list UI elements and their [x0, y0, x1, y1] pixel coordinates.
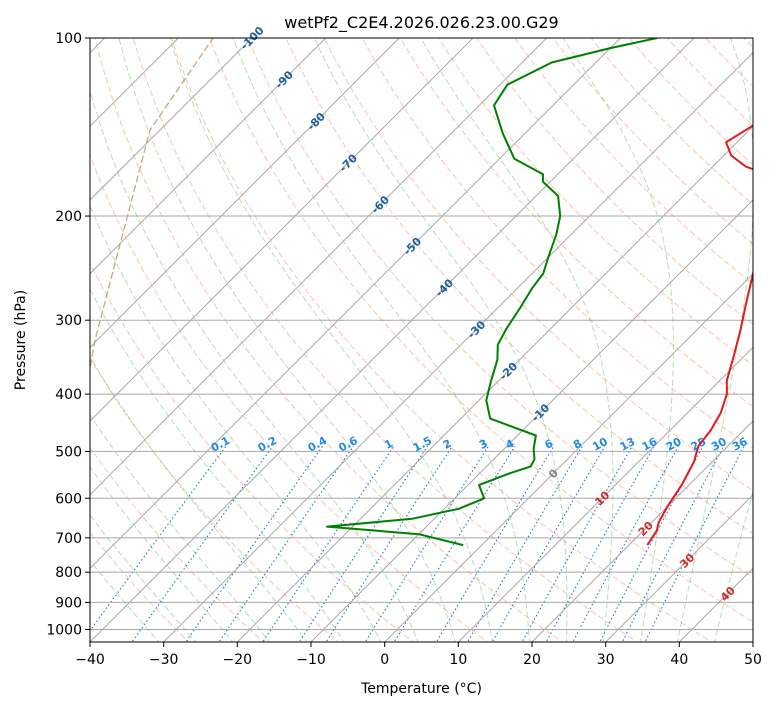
x-tick-label: 10 [449, 652, 467, 668]
moist-adiabat [118, 38, 456, 642]
dry-adiabat-edge [90, 38, 214, 373]
mixing-ratio-line [572, 445, 679, 642]
plot-background [90, 38, 753, 642]
isotherm-line [384, 272, 753, 642]
isotherm-line [236, 125, 753, 642]
mixing-ratio-line [364, 445, 489, 642]
dry-adiabat [285, 38, 753, 535]
mixing-ratio-line [218, 445, 354, 642]
isotherm-line [531, 420, 753, 642]
isotherm-line [605, 493, 753, 642]
y-axis-label: Pressure (hPa) [13, 290, 29, 390]
temperature-profile [646, 124, 753, 546]
mixing-ratio-label: 13 [618, 435, 638, 454]
mixing-ratio-line [185, 445, 324, 642]
x-tick-label: 30 [597, 652, 615, 668]
moist-adiabat [169, 38, 493, 642]
x-axis: −40 −30 −20 −10 0 10 20 30 40 50 [75, 642, 762, 668]
mixing-ratio-label: 36 [730, 435, 750, 454]
isotherm-line [163, 51, 753, 642]
dry-adiabat [247, 38, 753, 578]
moist-adiabat [313, 38, 568, 642]
y-axis: 100 200 300 400 500 600 700 800 900 1000 [46, 31, 90, 638]
mixing-ratio-line [466, 445, 583, 642]
y-tick-label: 200 [55, 209, 82, 225]
dry-adiabat [437, 38, 753, 366]
x-tick-label: −30 [149, 652, 179, 668]
y-tick-label: 1000 [46, 622, 82, 638]
dry-adiabat [323, 38, 753, 492]
isotherm-line [90, 38, 400, 349]
moist-adiabat [562, 38, 674, 642]
y-tick-label: 700 [55, 531, 82, 547]
mixing-ratio-label: 30 [709, 435, 729, 454]
isotherm-line [90, 38, 253, 201]
y-tick-label: 400 [55, 387, 82, 403]
mixing-ratio-line [435, 445, 555, 642]
mixing-ratio-line [298, 445, 429, 642]
x-tick-label: −40 [75, 652, 105, 668]
profile-lines [326, 38, 753, 547]
dewpoint-profile [326, 38, 658, 547]
x-tick-label: 0 [380, 652, 389, 668]
x-tick-label: 40 [670, 652, 688, 668]
mixing-ratio-line [262, 445, 395, 642]
y-tick-label: 300 [55, 313, 82, 329]
isotherm-line [90, 38, 327, 275]
dry-adiabat [90, 153, 489, 642]
y-tick-label: 100 [55, 31, 82, 47]
moist-adiabat [232, 38, 530, 642]
mixing-ratio-line [325, 445, 453, 642]
y-tick-label: 500 [55, 444, 82, 460]
x-axis-label: Temperature (°C) [360, 681, 482, 697]
chart-title: wetPf2_C2E4.2026.026.23.00.G29 [284, 13, 558, 33]
isotherm-line [457, 346, 753, 642]
mixing-ratio-line [90, 445, 227, 632]
dry-adiabat [514, 38, 753, 285]
y-tick-label: 600 [55, 491, 82, 507]
plot-frame [89, 37, 754, 643]
x-tick-label: −10 [296, 652, 326, 668]
x-tick-label: 50 [744, 652, 762, 668]
mixing-ratio-line [393, 445, 516, 642]
y-tick-label: 800 [55, 565, 82, 581]
moist-adiabat [90, 355, 308, 642]
isotherm-line [310, 199, 753, 642]
dry-adiabat [170, 38, 713, 642]
dry-adiabat [755, 11, 775, 645]
isotherm-line [90, 38, 548, 496]
x-tick-label: 20 [523, 652, 541, 668]
mixing-ratio-label: 10 [590, 435, 610, 454]
grid-lines [90, 38, 753, 642]
moist-adiabat [420, 38, 614, 642]
y-tick-label: 900 [55, 595, 82, 611]
x-tick-label: −20 [223, 652, 253, 668]
isotherm-line [90, 38, 621, 570]
isotherm-line [90, 38, 695, 642]
mixing-ratio-label: 20 [664, 435, 684, 454]
mixing-ratio-label: 16 [640, 435, 660, 454]
isotherm-line [752, 641, 753, 642]
isotherm-line [90, 38, 474, 422]
